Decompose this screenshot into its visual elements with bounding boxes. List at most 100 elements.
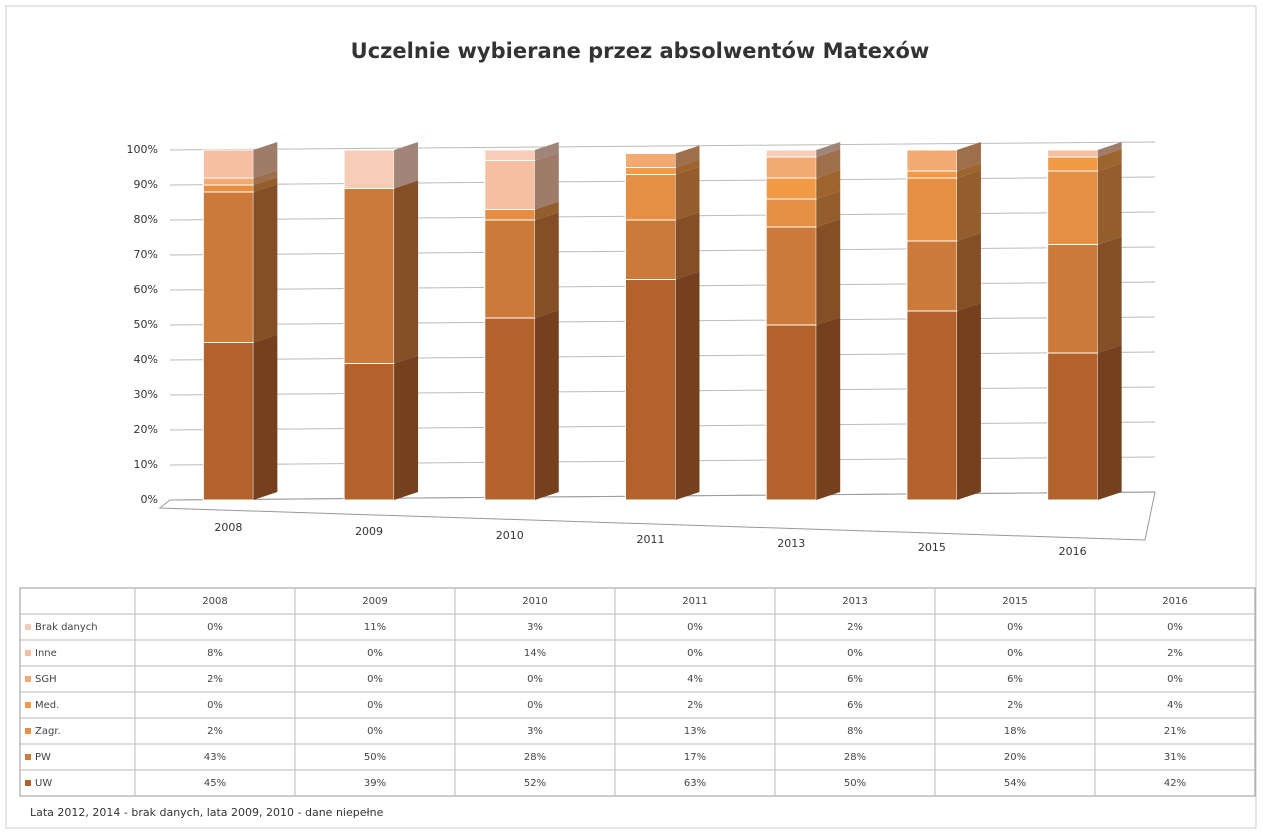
bar-segment (906, 149, 958, 172)
x-tick-label: 2009 (355, 525, 383, 538)
table-cell: 0% (207, 700, 223, 711)
bar-side (675, 145, 700, 168)
bar-side (534, 142, 559, 161)
table-header: 2011 (682, 596, 707, 607)
bar-side (1097, 236, 1122, 353)
table-header: 2009 (362, 596, 387, 607)
bar-segment (202, 342, 254, 501)
bar-segment (906, 310, 958, 501)
bar-segment (1047, 149, 1099, 158)
bar-segment (484, 149, 536, 161)
table-cell: 6% (847, 700, 863, 711)
table-cell: 0% (367, 700, 383, 711)
table-cell: 2% (1167, 648, 1183, 659)
legend-key (25, 702, 31, 708)
bar-side (534, 212, 559, 318)
bar-segment (765, 156, 817, 179)
legend-label: PW (35, 752, 51, 763)
bar-side (1097, 345, 1122, 500)
bar-side (1097, 142, 1122, 157)
legend-key (25, 650, 31, 656)
table-cell: 42% (1164, 778, 1186, 789)
table-cell: 63% (684, 778, 706, 789)
y-tick-label: 40% (134, 353, 158, 366)
table-cell: 2% (687, 700, 703, 711)
bar-side (675, 166, 700, 220)
chart-title: Uczelnie wybierane przez absolwentów Mat… (351, 39, 930, 63)
table-cell: 14% (524, 648, 546, 659)
bar-side (816, 317, 841, 500)
x-tick-label: 2010 (496, 529, 524, 542)
table-cell: 0% (367, 726, 383, 737)
table-cell: 2% (207, 726, 223, 737)
bar-segment (765, 198, 817, 228)
bar-side (1097, 163, 1122, 245)
table-cell: 0% (847, 648, 863, 659)
bar-side (1097, 149, 1122, 171)
y-tick-label: 50% (134, 318, 158, 331)
legend-key (25, 676, 31, 682)
bar-segment (906, 170, 958, 179)
bar-side (956, 142, 981, 171)
footnote: Lata 2012, 2014 - brak danych, lata 2009… (30, 806, 384, 819)
bar-side (253, 142, 278, 178)
y-tick-label: 30% (134, 388, 158, 401)
table-cell: 11% (364, 622, 386, 633)
table-header: 2010 (522, 596, 547, 607)
legend-label: Inne (35, 648, 57, 659)
grid-line (169, 141, 1156, 151)
bar-segment (202, 177, 254, 186)
table-header: 2016 (1162, 596, 1187, 607)
bar-segment (202, 191, 254, 343)
bar-side (534, 152, 559, 210)
bar-side (956, 163, 981, 178)
table-cell: 28% (524, 752, 546, 763)
legend-key (25, 624, 31, 630)
bar-segment (765, 324, 817, 501)
bar-segment (202, 149, 254, 179)
table-cell: 0% (687, 648, 703, 659)
y-tick-label: 90% (134, 178, 158, 191)
bar-side (956, 233, 981, 311)
table-cell: 4% (687, 674, 703, 685)
bar-side (534, 310, 559, 500)
table-cell: 8% (207, 648, 223, 659)
x-tick-label: 2011 (637, 533, 665, 546)
table-cell: 54% (1004, 778, 1026, 789)
bar-side (675, 159, 700, 175)
table-cell: 0% (527, 700, 543, 711)
bar-segment (765, 149, 817, 158)
y-tick-label: 80% (134, 213, 158, 226)
bar-side (394, 142, 419, 189)
table-cell: 0% (367, 648, 383, 659)
bar-segment (765, 226, 817, 326)
bar-segment (625, 153, 676, 168)
bar-side (253, 184, 278, 343)
table-cell: 45% (204, 778, 226, 789)
table-cell: 28% (844, 752, 866, 763)
table-cell: 0% (687, 622, 703, 633)
bar-segment (484, 219, 536, 319)
legend-label: SGH (35, 674, 57, 685)
table-cell: 6% (1007, 674, 1023, 685)
legend-label: Zagr. (35, 726, 61, 737)
table-cell: 0% (1007, 622, 1023, 633)
bar-side (253, 170, 278, 185)
table-header: 2008 (202, 596, 227, 607)
legend-key (25, 728, 31, 734)
table-cell: 0% (207, 622, 223, 633)
legend-key (25, 780, 31, 786)
table-cell: 8% (847, 726, 863, 737)
bar-segment (625, 167, 676, 175)
table-cell: 52% (524, 778, 546, 789)
legend-label: Brak danych (35, 622, 98, 633)
y-tick-label: 10% (134, 458, 158, 471)
table-cell: 3% (527, 726, 543, 737)
table-cell: 0% (527, 674, 543, 685)
bar-side (675, 271, 700, 500)
y-tick-label: 0% (141, 493, 158, 506)
bar-side (394, 180, 419, 364)
bar-side (956, 170, 981, 241)
bar-side (816, 170, 841, 199)
y-tick-label: 20% (134, 423, 158, 436)
